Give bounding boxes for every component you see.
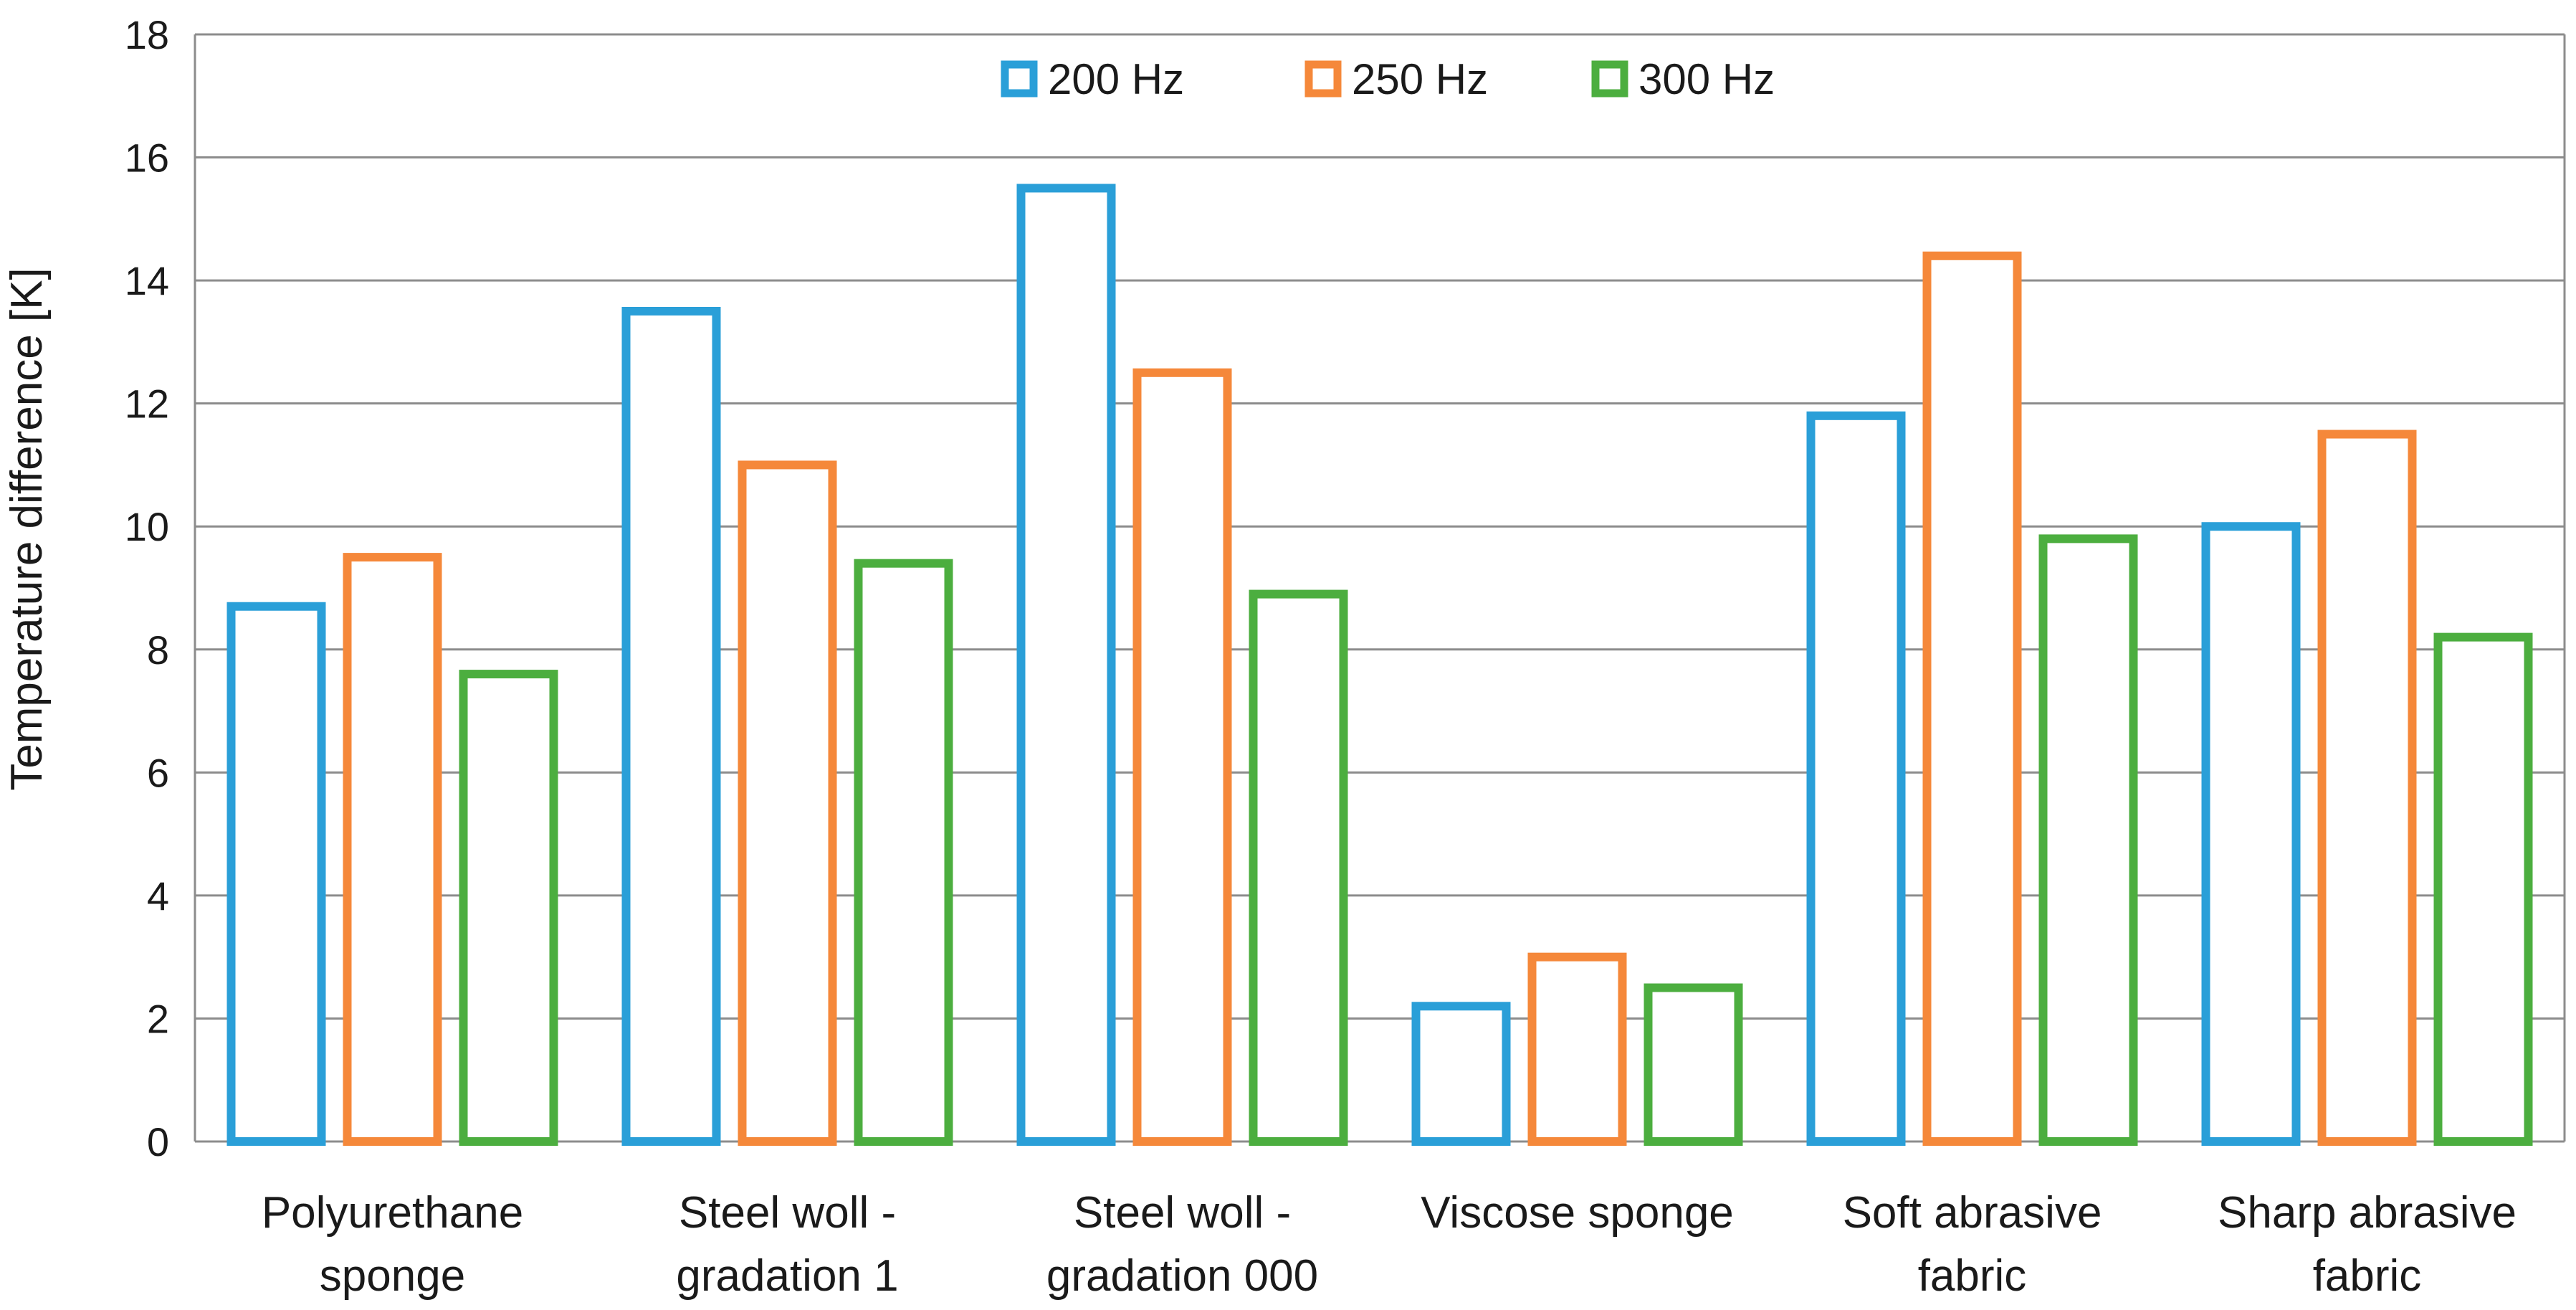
bars: [226, 184, 2533, 1147]
y-tick-label: 4: [147, 873, 169, 919]
y-tick-label: 16: [125, 136, 169, 181]
legend-label: 300 Hz: [1638, 55, 1775, 103]
x-category-label: fabric: [2313, 1251, 2422, 1301]
legend-label: 200 Hz: [1048, 55, 1184, 103]
y-tick-label: 10: [125, 504, 169, 549]
bar-200-hz: [621, 307, 721, 1146]
x-category-label: sponge: [320, 1251, 465, 1301]
x-category-label: Sharp abrasive: [2218, 1188, 2517, 1238]
bar-250-hz: [738, 460, 837, 1146]
x-category-label: gradation 000: [1046, 1251, 1318, 1301]
bar-200-hz: [226, 602, 326, 1146]
x-category-label: fabric: [1918, 1251, 2027, 1301]
x-category-label: Steel woll -: [679, 1188, 896, 1238]
legend-swatch: [1591, 60, 1628, 98]
bar-250-hz: [1527, 952, 1627, 1146]
x-category-label: Polyurethane: [262, 1188, 523, 1238]
bar-250-hz: [2317, 429, 2417, 1146]
y-tick-label: 8: [147, 627, 169, 673]
bar-300-hz: [2038, 534, 2138, 1146]
bar-300-hz: [1644, 983, 1743, 1146]
legend-label: 250 Hz: [1352, 55, 1488, 103]
legend-swatch: [1001, 60, 1038, 98]
bar-300-hz: [2433, 632, 2533, 1146]
x-category-label: Viscose sponge: [1421, 1188, 1734, 1238]
y-tick-label: 6: [147, 750, 169, 795]
y-tick-label: 18: [125, 12, 169, 57]
y-tick-label: 0: [147, 1119, 169, 1164]
legend-swatch: [1304, 60, 1342, 98]
bar-200-hz: [1411, 1002, 1511, 1147]
bar-200-hz: [1806, 411, 1906, 1146]
x-category-labels: Polyurethane sponge Steel woll - gradation …: [262, 1188, 2517, 1301]
y-tick-label: 12: [125, 381, 169, 427]
bar-200-hz: [1016, 184, 1116, 1146]
bar-250-hz: [1922, 251, 2022, 1146]
y-tick-labels: 0 2 4 6 8 10 12 14 16 18: [125, 12, 169, 1164]
x-category-label: gradation 1: [676, 1251, 898, 1301]
x-category-label: Soft abrasive: [1843, 1188, 2102, 1238]
y-axis-title: Temperature difference [K]: [2, 267, 52, 790]
x-category-label: Steel woll -: [1074, 1188, 1291, 1238]
bar-250-hz: [343, 553, 442, 1146]
gridlines: [194, 33, 2566, 1143]
bar-300-hz: [854, 559, 953, 1146]
legend: 200 Hz 250 Hz 300 Hz: [1001, 55, 1775, 103]
bar-250-hz: [1132, 368, 1232, 1146]
bar-300-hz: [459, 670, 558, 1146]
y-tick-label: 2: [147, 996, 169, 1041]
bar-200-hz: [2201, 522, 2301, 1146]
y-tick-label: 14: [125, 258, 169, 303]
bar-300-hz: [1249, 589, 1348, 1146]
